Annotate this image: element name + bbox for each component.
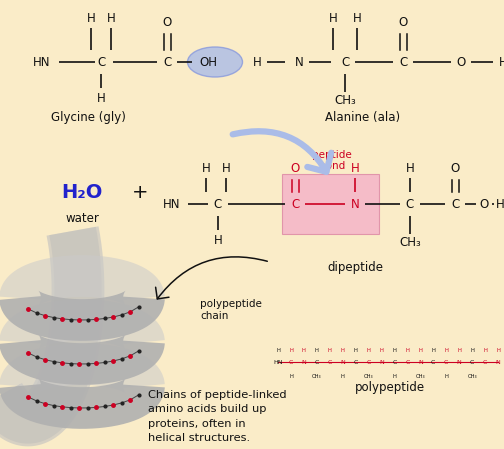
Text: H: H [406,348,409,352]
Text: C: C [314,360,319,365]
Text: H₂O: H₂O [61,182,103,202]
Text: H: H [495,198,504,211]
Text: H: H [202,162,210,175]
Text: H: H [366,348,370,352]
Text: dipeptide: dipeptide [327,261,383,274]
Text: H: H [276,348,280,352]
Text: H: H [498,56,504,69]
Text: N: N [351,198,359,211]
Text: +: + [132,182,148,202]
Text: CH₃: CH₃ [334,93,356,106]
Text: HN: HN [273,360,283,365]
Text: H: H [289,348,293,352]
Text: H: H [354,348,357,352]
Text: C: C [366,360,371,365]
Text: C: C [328,360,332,365]
Text: N: N [301,360,306,365]
Text: peptide: peptide [312,150,352,160]
Text: H: H [341,348,345,352]
Text: O: O [457,56,466,69]
FancyBboxPatch shape [282,174,379,234]
Text: C: C [163,56,171,69]
Text: CH₃: CH₃ [364,374,373,379]
Text: H: H [222,162,230,175]
Text: H: H [380,348,384,352]
Text: C: C [214,198,222,211]
Text: CH₃: CH₃ [415,374,425,379]
FancyArrowPatch shape [233,131,331,172]
Text: O: O [398,16,408,28]
Text: O: O [162,16,172,28]
Text: C: C [431,360,435,365]
Text: H: H [107,12,115,25]
Text: H: H [445,374,448,379]
Text: N: N [295,56,303,69]
Text: C: C [97,56,105,69]
Text: C: C [289,360,293,365]
Text: CH₃: CH₃ [399,235,421,248]
Text: N: N [340,360,345,365]
Text: C: C [353,360,358,365]
Text: Glycine (gly): Glycine (gly) [50,111,125,124]
Text: H: H [353,12,361,25]
Text: H: H [289,374,293,379]
Text: C: C [483,360,487,365]
Text: H: H [253,56,262,69]
Text: C: C [451,198,459,211]
Text: C: C [406,198,414,211]
Text: H: H [87,12,95,25]
Text: H: H [445,348,448,352]
Text: N: N [418,360,423,365]
Text: water: water [65,211,99,224]
Text: H: H [302,348,306,352]
Text: N: N [379,360,384,365]
Text: OH: OH [199,56,217,69]
Text: H: H [329,12,337,25]
Text: N: N [495,360,500,365]
Text: H: H [315,348,319,352]
Text: H: H [341,374,345,379]
FancyArrowPatch shape [156,257,267,299]
Text: O: O [290,162,299,175]
Text: H: H [470,348,474,352]
Text: CH₃: CH₃ [312,374,322,379]
Text: CH₃: CH₃ [467,374,477,379]
Text: C: C [470,360,474,365]
Text: H: H [483,348,487,352]
Text: C: C [405,360,410,365]
Text: C: C [392,360,397,365]
Text: O: O [479,198,488,211]
Text: C: C [341,56,349,69]
Ellipse shape [187,47,242,77]
Text: H: H [351,162,359,175]
Text: H: H [97,92,105,105]
Text: polypeptide
chain: polypeptide chain [200,299,262,321]
Text: N: N [457,360,462,365]
Text: H: H [328,348,332,352]
Text: H: H [431,348,435,352]
Text: H: H [406,162,414,175]
Text: C: C [291,198,299,211]
Text: polypeptide: polypeptide [355,382,425,395]
Text: H: H [393,374,397,379]
Text: HN: HN [33,56,51,69]
Text: Alanine (ala): Alanine (ala) [326,111,401,124]
Text: C: C [399,56,407,69]
Text: HN: HN [163,198,181,211]
Text: H: H [457,348,461,352]
Text: C: C [444,360,449,365]
Text: H: H [393,348,397,352]
Text: Chains of peptide-linked
amino acids build up
proteins, often in
helical structu: Chains of peptide-linked amino acids bui… [148,390,287,443]
Text: H: H [214,233,222,247]
Text: bond: bond [319,161,345,171]
Text: H: H [418,348,422,352]
Text: O: O [451,162,460,175]
Text: H: H [496,348,500,352]
